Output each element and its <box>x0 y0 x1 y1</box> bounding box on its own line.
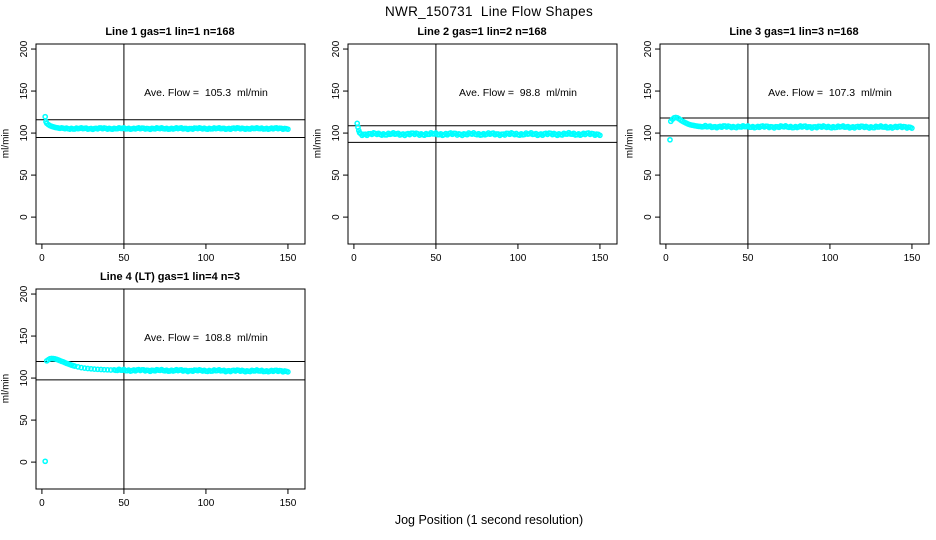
ave-flow-annotation: Ave. Flow = 105.3 ml/min <box>144 87 268 99</box>
x-tick-label: 50 <box>118 253 130 264</box>
x-tick-label: 150 <box>280 498 297 509</box>
y-tick-label: 150 <box>643 82 654 99</box>
data-point <box>88 365 94 372</box>
data-point <box>597 132 603 139</box>
y-tick-label: 200 <box>19 40 30 57</box>
plot-area-line-4: 0 50 100 150 0 50 100 150 200 <box>19 285 306 509</box>
y-tick-label: 0 <box>331 214 342 220</box>
y-tick-label: 200 <box>19 285 30 302</box>
y-tick-label: 150 <box>19 82 30 99</box>
plot-area-line-2: 0 50 100 150 0 50 100 150 200 <box>331 40 618 264</box>
y-tick-label: 200 <box>643 40 654 57</box>
data-point <box>104 366 111 373</box>
panel-title: Line 4 (LT) gas=1 lin=4 n=3 <box>99 271 241 283</box>
y-tick-label: 100 <box>19 124 30 141</box>
data-point <box>909 125 915 131</box>
x-tick-label: 50 <box>430 253 442 264</box>
x-tick-label: 100 <box>198 253 215 264</box>
plot-area-line-3: 0 50 100 150 0 50 100 150 200 <box>643 40 930 264</box>
data-point <box>84 365 91 372</box>
data-point <box>81 365 88 371</box>
panel-line-3: Line 3 gas=1 lin=3 n=168 0 50 100 150 0 50 100… <box>624 25 936 270</box>
data-point <box>78 364 85 371</box>
y-tick-label: 100 <box>643 124 654 141</box>
data-point <box>667 136 673 143</box>
x-tick-label: 0 <box>39 498 45 509</box>
panel-title: Line 2 gas=1 lin=2 n=168 <box>417 26 547 38</box>
data-point <box>42 458 49 465</box>
y-tick-label: 200 <box>331 40 342 57</box>
plot-area-line-1: 0 50 100 150 0 50 100 150 200 <box>19 40 306 264</box>
y-tick-label: 0 <box>19 459 30 465</box>
y-tick-label: 150 <box>331 82 342 99</box>
data-point <box>285 369 291 375</box>
y-tick-label: 50 <box>643 169 654 181</box>
x-tick-label: 100 <box>198 498 215 509</box>
y-tick-label: 0 <box>643 214 654 220</box>
x-tick-label: 100 <box>822 253 839 264</box>
x-tick-label: 100 <box>510 253 527 264</box>
y-axis-label: ml/min <box>0 373 12 404</box>
x-tick-label: 0 <box>351 253 357 264</box>
data-point <box>91 366 98 372</box>
y-tick-label: 0 <box>19 214 30 220</box>
y-tick-label: 50 <box>19 169 30 181</box>
x-axis-label: Jog Position (1 second resolution) <box>394 513 584 527</box>
data-point <box>101 366 108 373</box>
plot-box <box>35 43 306 245</box>
x-tick-label: 50 <box>118 498 130 509</box>
x-tick-label: 150 <box>592 253 609 264</box>
x-tick-label: 50 <box>742 253 754 264</box>
data-point <box>98 366 104 373</box>
y-axis-label: ml/min <box>624 128 636 159</box>
data-point <box>94 366 101 373</box>
panel-title: Line 3 gas=1 lin=3 n=168 <box>729 26 859 38</box>
y-tick-label: 50 <box>19 414 30 426</box>
panel-line-1: Line 1 gas=1 lin=1 n=168 0 50 100 150 0 50 100… <box>0 25 312 270</box>
ave-flow-annotation: Ave. Flow = 108.8 ml/min <box>144 332 268 344</box>
y-tick-label: 150 <box>19 327 30 344</box>
figure-title: NWR_150731 Line Flow Shapes <box>384 4 594 19</box>
y-tick-label: 100 <box>331 124 342 141</box>
data-point <box>285 126 291 133</box>
x-tick-label: 150 <box>904 253 921 264</box>
panel-title: Line 1 gas=1 lin=1 n=168 <box>105 26 235 38</box>
y-tick-label: 50 <box>331 169 342 181</box>
x-tick-label: 0 <box>663 253 669 264</box>
plot-box <box>659 43 930 245</box>
ave-flow-annotation: Ave. Flow = 98.8 ml/min <box>459 87 577 99</box>
panel-line-2: Line 2 gas=1 lin=2 n=168 0 50 100 150 0 50 100… <box>312 25 624 270</box>
panel-line-4: Line 4 (LT) gas=1 lin=4 n=3 0 50 100 150 0 50… <box>0 270 312 515</box>
y-axis-label: ml/min <box>0 128 12 159</box>
plot-box <box>347 43 618 245</box>
y-axis-label: ml/min <box>312 128 324 159</box>
plot-box <box>35 288 306 490</box>
x-tick-label: 0 <box>39 253 45 264</box>
x-tick-label: 150 <box>280 253 297 264</box>
y-tick-label: 100 <box>19 369 30 386</box>
ave-flow-annotation: Ave. Flow = 107.3 ml/min <box>768 87 892 99</box>
data-point <box>75 364 81 370</box>
data-point <box>42 113 49 120</box>
